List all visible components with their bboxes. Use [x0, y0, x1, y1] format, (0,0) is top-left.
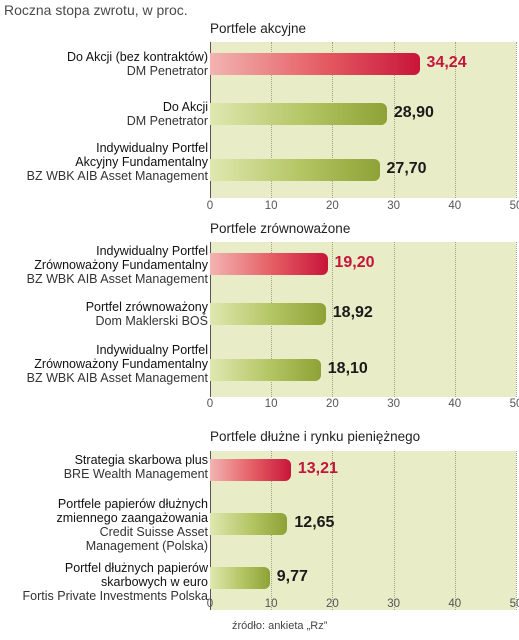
portfolio-name: Akcyjny Fundamentalny [75, 155, 208, 169]
bar [210, 567, 270, 589]
category-label: Strategia skarbowa plus BRE Wealth Manage… [64, 453, 208, 481]
gridline [516, 451, 517, 610]
gridline [516, 242, 517, 397]
portfolio-name: Portfele papierów dłużnych [57, 497, 208, 511]
category-label: Portfel zrównoważony Dom Maklerski BOŚ [86, 300, 208, 328]
category-label: Indywidualny Portfel Akcyjny Fundamentaln… [27, 141, 208, 183]
value-label: 13,21 [297, 460, 338, 477]
tick-label: 40 [448, 398, 462, 410]
panel-title: Portfele zrównoważone [210, 221, 351, 236]
manager-name: Fortis Private Investments Polska [22, 589, 208, 603]
manager-name: BRE Wealth Management [63, 467, 208, 481]
tick-label: 30 [387, 200, 400, 212]
bar [210, 513, 288, 535]
gridline [393, 242, 395, 397]
tick-label: 20 [325, 598, 339, 610]
manager-name: BZ WBK AIB Asset Management [26, 272, 208, 286]
plot-area: 13,21 12,65 9,77 [210, 451, 517, 610]
manager-name: DM Penetrator [126, 64, 208, 78]
tick-label: 40 [448, 200, 462, 212]
panel-title: Portfele dłużne i rynku pieniężnego [210, 429, 421, 444]
bar [210, 359, 321, 381]
manager-name: Credit Suisse Asset [99, 525, 208, 539]
gridline [516, 42, 517, 198]
category-label: Do Akcji (bez kontraktów) DM Penetrator [67, 50, 208, 78]
portfolio-name: Indywidualny Portfel [96, 244, 208, 258]
manager-name: BZ WBK AIB Asset Management [26, 371, 208, 385]
value-label: 19,20 [334, 254, 375, 271]
tick-label: 50 [509, 598, 519, 610]
tick-label: 0 [206, 598, 214, 610]
category-label: Portfel dłużnych papierów skarbowych w eu… [23, 561, 208, 603]
bar [210, 159, 380, 181]
value-label: 9,77 [276, 568, 308, 585]
gridline [454, 42, 456, 198]
value-label: 28,90 [393, 104, 434, 121]
tick-label: 20 [325, 200, 339, 212]
portfolio-name: Strategia skarbowa plus [74, 453, 208, 467]
source-note: źródło: ankieta „Rz” [232, 620, 328, 632]
tick-label: 30 [387, 598, 400, 610]
gridline [454, 242, 456, 397]
tick-label: 40 [448, 598, 462, 610]
portfolio-name: Zrównoważony Fundamentalny [34, 258, 208, 272]
portfolio-name: skarbowych w euro [101, 575, 208, 589]
tick-label: 50 [509, 200, 519, 212]
portfolio-name: Portfel dłużnych papierów [64, 561, 208, 575]
portfolio-name: zmiennego zaangażowania [56, 511, 209, 525]
bar [210, 103, 387, 125]
category-label: Do Akcji DM Penetrator [127, 100, 208, 128]
tick-label: 20 [325, 398, 339, 410]
portfolio-name: Portfel zrównoważony [85, 300, 208, 314]
tick-label: 10 [264, 598, 278, 610]
manager-name: DM Penetrator [126, 114, 208, 128]
portfolio-name: Zrównoważony Fundamentalny [34, 357, 208, 371]
category-label: Portfele papierów dłużnych zmiennego zaan… [57, 497, 209, 553]
portfolio-name: Do Akcji (bez kontraktów) [66, 50, 208, 64]
portfolio-name: Indywidualny Portfel [96, 343, 208, 357]
gridline [393, 451, 395, 610]
category-label: Indywidualny Portfel Zrównoważony Fundame… [27, 343, 208, 385]
gridline [332, 451, 334, 610]
panel-title: Portfele akcyjne [210, 21, 307, 36]
tick-label: 0 [206, 200, 214, 212]
manager-name: Dom Maklerski BOŚ [95, 314, 208, 328]
gridline [454, 451, 456, 610]
bar [210, 303, 326, 325]
portfolio-name: Indywidualny Portfel [96, 141, 208, 155]
tick-label: 30 [387, 398, 400, 410]
bar [210, 53, 420, 75]
value-label: 18,10 [327, 360, 368, 377]
bar [210, 459, 291, 481]
chart-header: Roczna stopa zwrotu, w proc. [4, 2, 188, 18]
gridline [393, 42, 395, 198]
tick-label: 0 [206, 398, 214, 410]
manager-name: BZ WBK AIB Asset Management [26, 169, 208, 183]
bar [210, 253, 328, 275]
category-label: Indywidualny Portfel Zrównoważony Fundame… [27, 244, 208, 286]
tick-label: 10 [264, 398, 278, 410]
value-label: 18,92 [332, 304, 373, 321]
manager-name: Management (Polska) [85, 539, 208, 553]
tick-label: 10 [264, 200, 278, 212]
value-label: 27,70 [386, 160, 427, 177]
portfolio-name: Do Akcji [162, 100, 208, 114]
plot-area: 19,20 18,92 18,10 [210, 242, 517, 397]
tick-label: 50 [509, 398, 519, 410]
plot-area: 34,24 28,90 27,70 [210, 42, 517, 198]
gridline [332, 242, 334, 397]
value-label: 12,65 [294, 514, 335, 531]
value-label: 34,24 [426, 54, 467, 71]
